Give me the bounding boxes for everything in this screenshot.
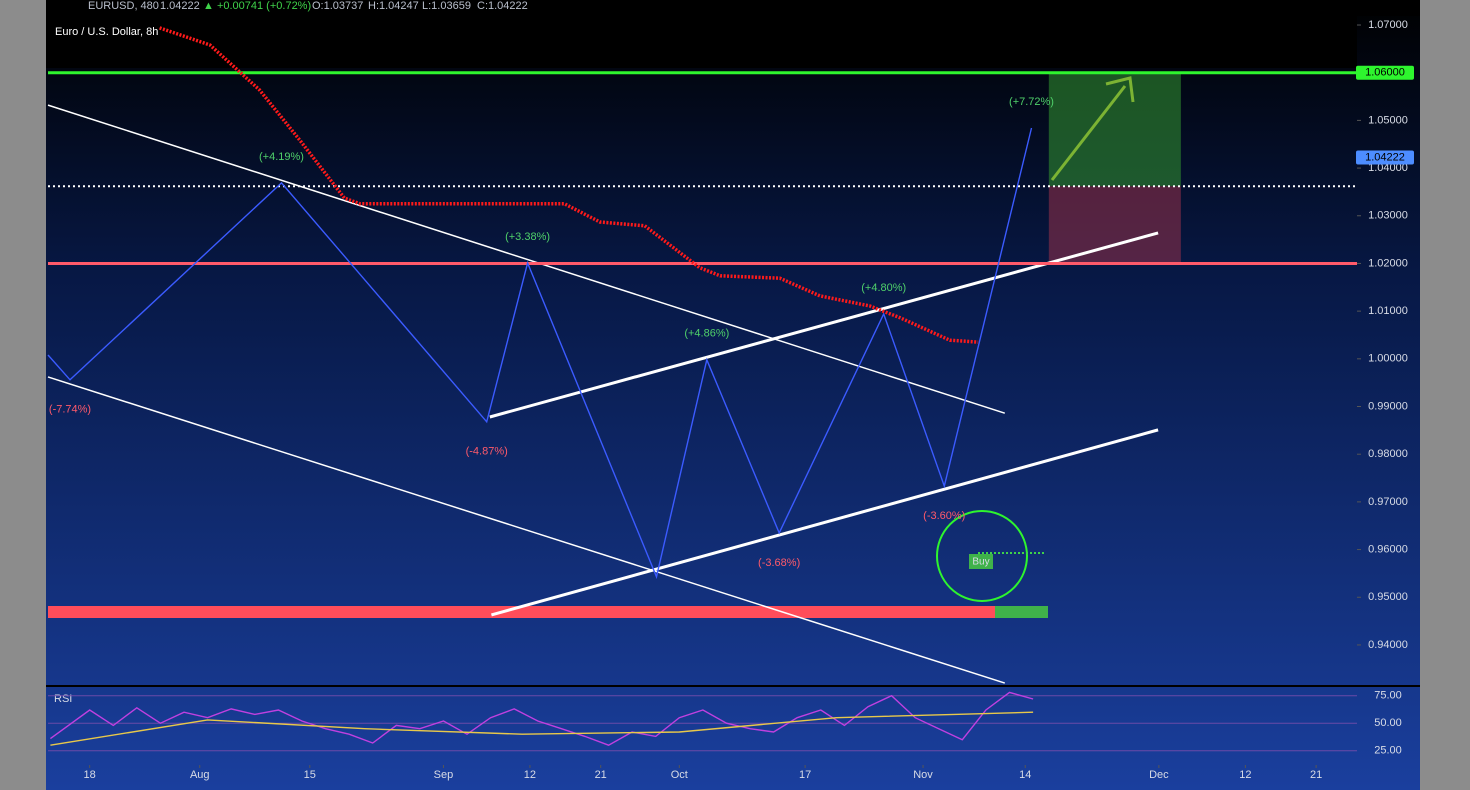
y-tick-label: 1.00000 (1368, 353, 1408, 365)
rsi-title: RSI (54, 693, 72, 705)
ohlc-high: H:1.04247 (368, 0, 419, 12)
x-tick-label: Aug (190, 769, 210, 781)
x-tick-label: 12 (1239, 769, 1251, 781)
y-tick-label: 0.96000 (1368, 543, 1408, 555)
last-price: 1.04222 (160, 0, 200, 12)
swing-label: (+4.19%) (259, 151, 304, 163)
price-badge (1356, 65, 1414, 80)
price-badge (1356, 150, 1414, 165)
x-tick-label: 17 (799, 769, 811, 781)
buy-circle (936, 510, 1028, 602)
left-frame (0, 0, 46, 790)
y-tick-label: 0.94000 (1368, 639, 1408, 651)
x-tick-label: 18 (84, 769, 96, 781)
buy-badge (969, 554, 993, 569)
y-tick-label: 75.00 (1374, 690, 1402, 702)
x-tick-label: 21 (595, 769, 607, 781)
symbol: EURUSD, 480 (88, 0, 159, 12)
series-line (50, 711, 1034, 746)
swing-label: (+4.80%) (861, 282, 906, 294)
y-tick-label: 25.00 (1374, 745, 1402, 757)
chart-title: Euro / U.S. Dollar, 8h (55, 26, 158, 38)
x-tick-label: Nov (913, 769, 933, 781)
series-line (49, 691, 1034, 746)
header-bar (46, 0, 1420, 16)
y-tick-label: 1.02000 (1368, 257, 1408, 269)
x-tick-label: 15 (304, 769, 316, 781)
swing-label: (-7.74%) (49, 404, 91, 416)
y-tick-label: 1.01000 (1368, 305, 1408, 317)
target-zone (1048, 72, 1181, 187)
legend-bar (46, 16, 1357, 68)
price-change: ▲ +0.00741 (+0.72%) (203, 0, 311, 12)
x-tick-label: 12 (524, 769, 536, 781)
y-tick-label: 1.05000 (1368, 114, 1408, 126)
buy-label: Buy (972, 557, 989, 568)
series-line (47, 127, 1033, 580)
y-tick-label: 0.98000 (1368, 448, 1408, 460)
y-tick-label: 0.99000 (1368, 400, 1408, 412)
y-tick-label: 1.03000 (1368, 210, 1408, 222)
y-tick-label: 50.00 (1374, 717, 1402, 729)
bar-red (48, 606, 995, 618)
right-frame (1420, 0, 1470, 790)
price-badge-label: 1.04222 (1365, 151, 1405, 163)
y-tick-label: 0.97000 (1368, 496, 1408, 508)
x-tick-label: 14 (1019, 769, 1031, 781)
ohlc-close: C:1.04222 (477, 0, 528, 12)
swing-label: (-3.68%) (758, 557, 800, 569)
swing-label: (-3.60%) (923, 510, 965, 522)
chart-background (46, 0, 1420, 790)
bar-green (995, 606, 1048, 618)
x-tick-label: Oct (671, 769, 688, 781)
trendline (47, 376, 1006, 684)
swing-label: (+3.38%) (505, 231, 550, 243)
swing-label: (+4.86%) (684, 328, 729, 340)
ohlc-low: L:1.03659 (422, 0, 471, 12)
ohlc-open: O:1.03737 (312, 0, 363, 12)
x-tick-label: 21 (1310, 769, 1322, 781)
y-tick-label: 1.04000 (1368, 162, 1408, 174)
y-tick-label: 1.07000 (1368, 19, 1408, 31)
trendline (491, 428, 1159, 617)
series-line (159, 26, 979, 344)
x-tick-label: Dec (1149, 769, 1169, 781)
y-tick-label: 0.95000 (1368, 591, 1408, 603)
x-tick-label: Sep (434, 769, 454, 781)
swing-label: (+7.72%) (1009, 96, 1054, 108)
stop-zone (1048, 186, 1181, 264)
price-badge-label: 1.06000 (1365, 67, 1405, 79)
swing-label: (-4.87%) (466, 446, 508, 458)
trendline (47, 104, 1006, 414)
